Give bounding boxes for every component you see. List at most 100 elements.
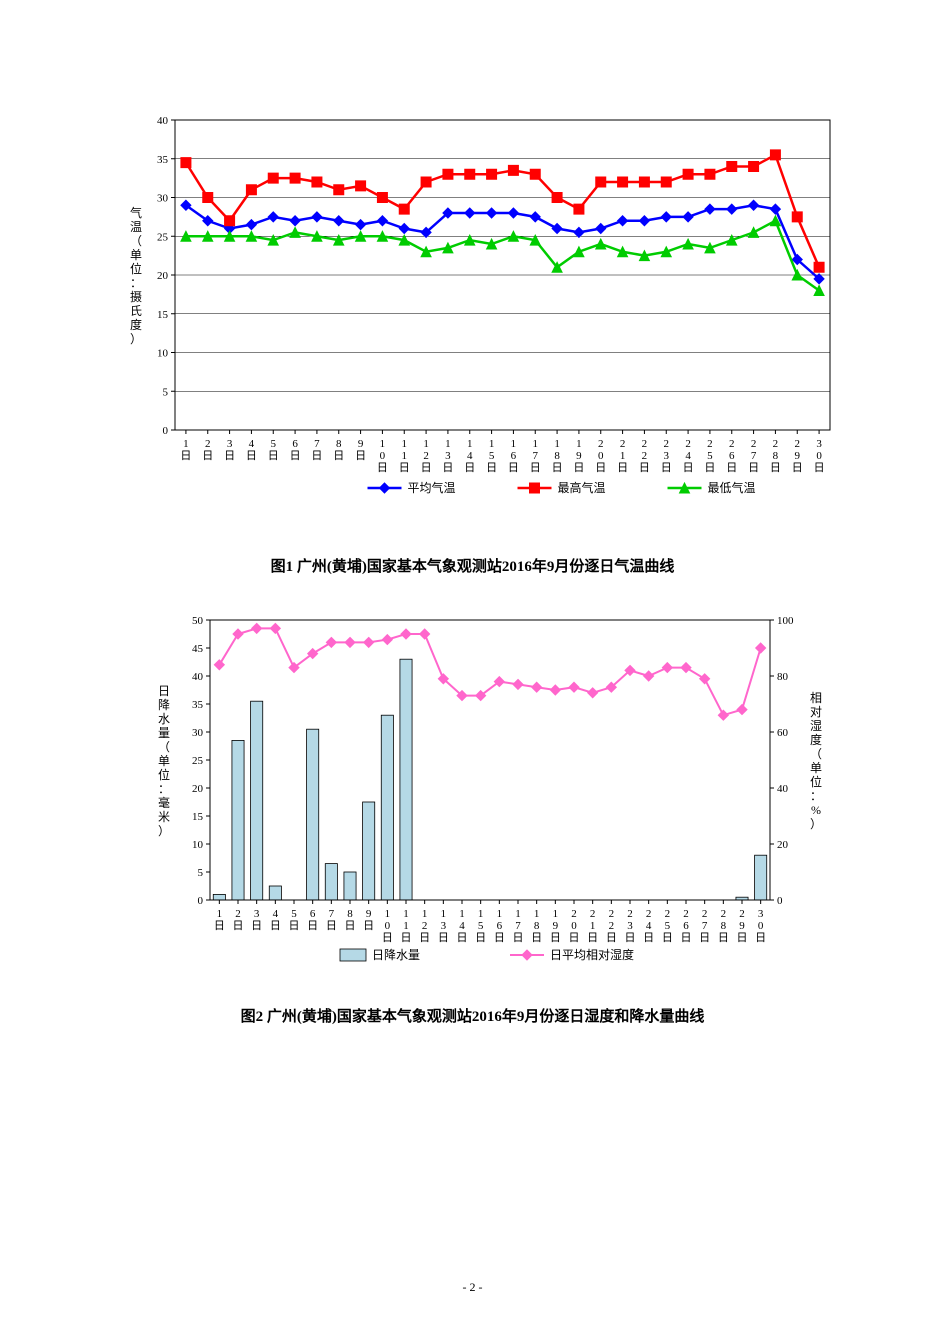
- svg-text:0: 0: [598, 450, 604, 462]
- svg-text:35: 35: [157, 154, 169, 166]
- svg-text:位: 位: [158, 767, 170, 782]
- svg-text:日: 日: [180, 450, 191, 462]
- svg-text:8: 8: [534, 920, 540, 932]
- svg-text:日: 日: [464, 462, 475, 474]
- svg-text:2: 2: [685, 438, 691, 450]
- svg-text:1: 1: [533, 438, 539, 450]
- svg-text:2: 2: [773, 438, 779, 450]
- svg-text:日: 日: [617, 462, 628, 474]
- svg-text:0: 0: [198, 895, 204, 907]
- svg-text:2: 2: [665, 908, 671, 920]
- svg-text:摄: 摄: [130, 289, 142, 304]
- svg-text:水: 水: [158, 712, 170, 726]
- svg-text:1: 1: [403, 908, 409, 920]
- svg-text:1: 1: [402, 450, 408, 462]
- svg-text:0: 0: [385, 920, 391, 932]
- svg-text:2: 2: [729, 438, 735, 450]
- svg-text:8: 8: [554, 450, 560, 462]
- svg-text:日: 日: [382, 932, 393, 944]
- svg-text:日: 日: [202, 450, 213, 462]
- svg-text:气: 气: [130, 205, 142, 220]
- svg-text:5: 5: [707, 450, 713, 462]
- svg-text:日: 日: [486, 462, 497, 474]
- svg-text:4: 4: [467, 450, 473, 462]
- svg-text:2: 2: [422, 920, 428, 932]
- svg-text:1: 1: [183, 438, 189, 450]
- svg-text:日: 日: [770, 462, 781, 474]
- svg-text:8: 8: [347, 908, 353, 920]
- svg-text:日: 日: [662, 932, 673, 944]
- svg-text:6: 6: [511, 450, 517, 462]
- svg-text:4: 4: [646, 920, 652, 932]
- svg-text:45: 45: [192, 643, 204, 655]
- svg-text:30: 30: [157, 193, 169, 205]
- svg-text:1: 1: [478, 908, 484, 920]
- svg-text:5: 5: [163, 386, 169, 398]
- svg-text:2: 2: [590, 908, 596, 920]
- svg-text:）: ）: [158, 824, 170, 838]
- svg-text:1: 1: [422, 908, 428, 920]
- svg-text:2: 2: [664, 438, 670, 450]
- svg-text:温: 温: [130, 220, 142, 234]
- svg-text:5: 5: [665, 920, 671, 932]
- svg-text:日: 日: [355, 450, 366, 462]
- svg-text:1: 1: [445, 438, 451, 450]
- svg-text:1: 1: [402, 438, 408, 450]
- svg-text:日: 日: [569, 932, 580, 944]
- svg-text:1: 1: [554, 438, 560, 450]
- svg-text:日: 日: [158, 684, 170, 698]
- svg-text:0: 0: [571, 920, 577, 932]
- svg-text:日: 日: [475, 932, 486, 944]
- chart-svg: 05101520253035401日2日3日4日5日6日7日8日9日10日11日…: [120, 115, 840, 515]
- svg-text:量: 量: [158, 726, 170, 740]
- svg-text:8: 8: [721, 920, 727, 932]
- svg-text:80: 80: [777, 671, 789, 683]
- svg-text:7: 7: [533, 450, 539, 462]
- svg-text:日: 日: [550, 932, 561, 944]
- svg-text:2: 2: [707, 438, 713, 450]
- svg-text:1: 1: [467, 438, 473, 450]
- svg-text:日: 日: [224, 450, 235, 462]
- svg-text:日: 日: [401, 932, 412, 944]
- svg-text:日: 日: [573, 462, 584, 474]
- svg-text:单: 单: [810, 761, 822, 775]
- svg-text:毫: 毫: [158, 795, 170, 810]
- svg-text:3: 3: [627, 920, 633, 932]
- svg-text:日降水量: 日降水量: [372, 948, 420, 962]
- svg-text:3: 3: [227, 438, 233, 450]
- svg-text:米: 米: [158, 810, 170, 824]
- svg-text:日: 日: [442, 462, 453, 474]
- svg-text:1: 1: [403, 920, 409, 932]
- svg-text:最低气温: 最低气温: [708, 480, 756, 495]
- svg-text:2: 2: [205, 438, 211, 450]
- svg-text:日: 日: [270, 920, 281, 932]
- svg-text:1: 1: [385, 908, 391, 920]
- svg-text:0: 0: [816, 450, 822, 462]
- svg-text:2: 2: [620, 438, 626, 450]
- svg-text:8: 8: [773, 450, 779, 462]
- svg-text:日: 日: [251, 920, 262, 932]
- svg-text:2: 2: [571, 908, 577, 920]
- svg-text:1: 1: [217, 908, 223, 920]
- svg-text:15: 15: [192, 811, 204, 823]
- svg-text:日: 日: [363, 920, 374, 932]
- svg-text:1: 1: [590, 920, 596, 932]
- svg-text:）: ）: [810, 817, 822, 831]
- svg-text:日: 日: [345, 920, 356, 932]
- svg-text:100: 100: [777, 615, 794, 627]
- svg-text:9: 9: [795, 450, 801, 462]
- svg-text:2: 2: [235, 908, 241, 920]
- svg-text:0: 0: [777, 895, 783, 907]
- svg-text:日: 日: [639, 462, 650, 474]
- svg-text:1: 1: [497, 908, 503, 920]
- svg-text:10: 10: [192, 839, 204, 851]
- svg-text:2: 2: [609, 908, 615, 920]
- svg-text:日平均相对湿度: 日平均相对湿度: [550, 947, 634, 962]
- svg-text:7: 7: [515, 920, 521, 932]
- svg-text:单: 单: [130, 248, 142, 262]
- svg-text:7: 7: [329, 908, 335, 920]
- svg-text:日: 日: [494, 932, 505, 944]
- svg-text:日: 日: [699, 932, 710, 944]
- svg-text:2: 2: [627, 908, 633, 920]
- svg-text:35: 35: [192, 699, 204, 711]
